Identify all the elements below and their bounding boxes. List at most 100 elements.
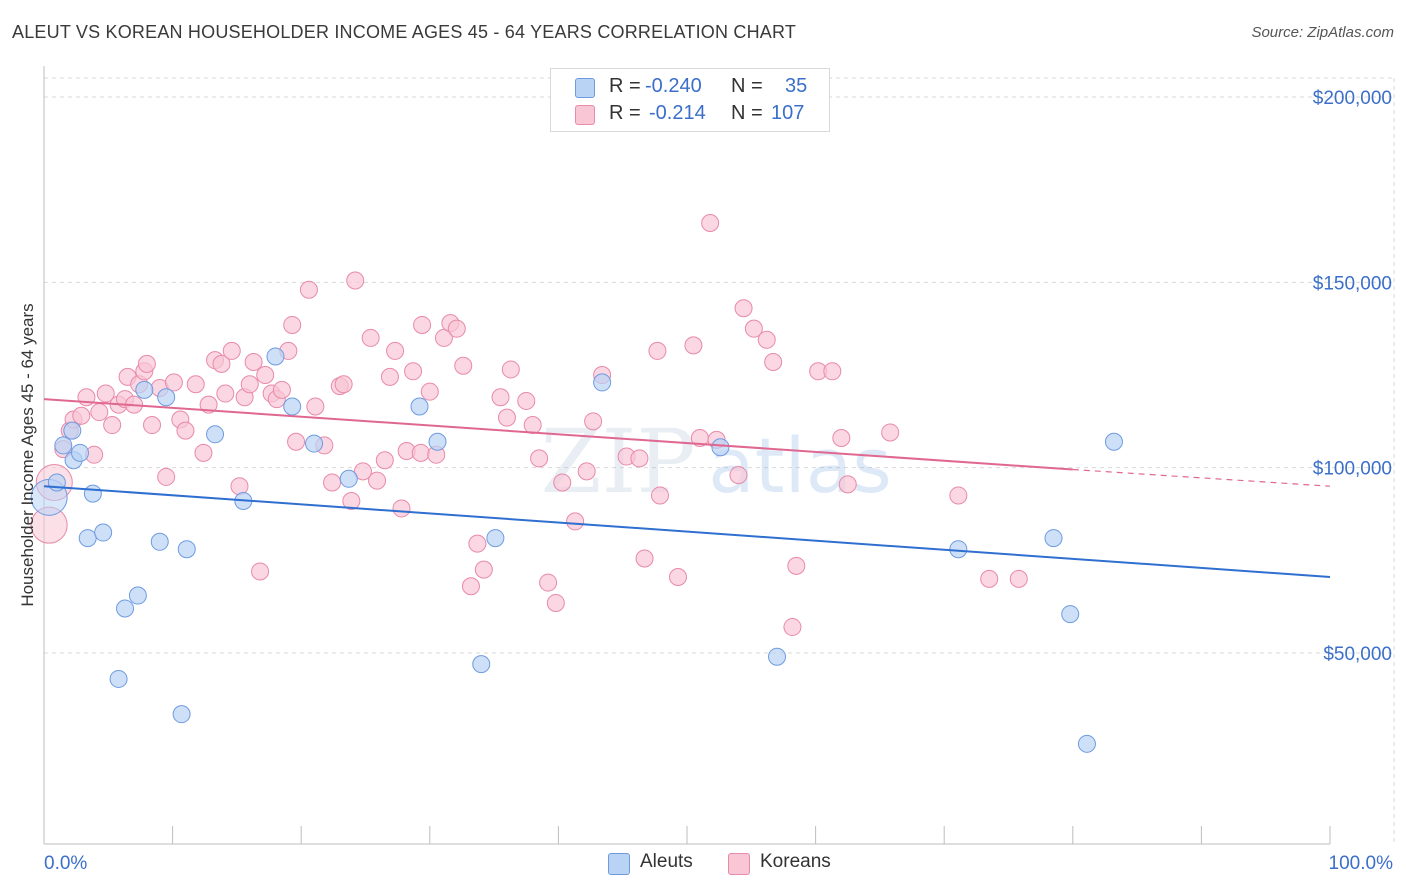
korean-point[interactable] [186,375,205,394]
aleut-point[interactable] [339,469,358,488]
korean-point[interactable] [635,549,654,568]
aleut-point[interactable] [71,443,90,462]
korean-point[interactable] [823,362,842,381]
korean-point[interactable] [553,473,572,492]
korean-point[interactable] [375,451,394,470]
korean-point[interactable] [881,423,900,442]
aleut-point[interactable] [410,397,429,416]
korean-point[interactable] [838,475,857,494]
korean-point[interactable] [454,356,473,375]
korean-point[interactable] [668,568,687,587]
korean-point[interactable] [283,315,302,334]
aleut-point[interactable] [78,529,97,548]
korean-point[interactable] [757,330,776,349]
korean-point[interactable] [392,499,411,518]
korean-point[interactable] [530,449,549,468]
korean-point[interactable] [368,471,387,490]
korean-point[interactable] [1009,569,1028,588]
korean-point[interactable] [342,492,361,511]
korean-point[interactable] [539,573,558,592]
korean-point[interactable] [630,449,649,468]
korean-point[interactable] [176,421,195,440]
aleut-point[interactable] [206,425,225,444]
korean-point[interactable] [361,328,380,347]
korean-point[interactable] [744,319,763,338]
korean-point[interactable] [787,556,806,575]
korean-point[interactable] [137,354,156,373]
aleut-point[interactable] [177,540,196,559]
korean-point[interactable] [546,593,565,612]
korean-point[interactable] [256,366,275,384]
korean-point[interactable] [577,462,596,481]
korean-point[interactable] [222,341,241,360]
korean-point[interactable] [164,373,183,392]
korean-point[interactable] [90,403,109,422]
korean-point[interactable] [103,416,122,435]
aleut-point[interactable] [1044,529,1063,548]
korean-point[interactable] [734,299,753,318]
korean-point[interactable] [72,406,91,425]
aleut-point[interactable] [768,647,787,666]
korean-point[interactable] [434,328,453,347]
korean-point[interactable] [353,462,372,481]
korean-point[interactable] [650,486,669,505]
korean-point[interactable] [323,473,342,492]
aleut-point[interactable] [1077,734,1096,753]
aleut-point[interactable] [305,434,324,453]
korean-point[interactable] [764,353,783,372]
korean-point[interactable] [287,432,306,451]
korean-point[interactable] [404,362,423,381]
korean-point[interactable] [306,397,325,416]
korean-point[interactable] [230,477,249,496]
aleut-point[interactable] [63,421,82,440]
aleut-point[interactable] [472,655,491,674]
korean-point[interactable] [251,562,270,581]
aleut-point[interactable] [711,438,730,457]
aleut-point[interactable] [486,529,505,548]
korean-point[interactable] [386,341,405,360]
korean-point[interactable] [497,408,516,427]
korean-point[interactable] [474,560,493,579]
korean-point[interactable] [447,319,466,338]
aleut-point[interactable] [128,586,147,605]
korean-point[interactable] [240,375,259,394]
aleut-point[interactable] [949,540,968,559]
korean-point[interactable] [299,280,318,299]
korean-point[interactable] [523,416,542,435]
aleut-point[interactable] [135,380,154,399]
korean-point[interactable] [783,618,802,637]
korean-point[interactable] [413,315,432,334]
korean-point[interactable] [501,360,520,379]
korean-point[interactable] [244,353,263,372]
aleut-point[interactable] [116,599,135,618]
aleut-point[interactable] [54,436,73,455]
aleut-point[interactable] [94,523,113,542]
korean-point[interactable] [346,271,365,290]
korean-point[interactable] [212,354,231,373]
aleut-point[interactable] [150,532,169,551]
aleut-point[interactable] [428,432,447,451]
aleut-point[interactable] [283,397,302,416]
korean-point[interactable] [729,466,748,485]
korean-point[interactable] [143,416,162,435]
aleut-point[interactable] [593,373,612,392]
aleut-point[interactable] [83,484,102,503]
korean-point[interactable] [411,443,430,462]
korean-point[interactable] [157,467,176,486]
korean-point[interactable] [684,336,703,355]
korean-point[interactable] [832,429,851,448]
aleut-point[interactable] [1061,605,1080,624]
korean-point[interactable] [584,412,603,431]
korean-point[interactable] [648,341,667,360]
korean-point[interactable] [96,384,115,403]
korean-point[interactable] [380,367,399,386]
aleut-point[interactable] [172,705,191,724]
aleut-point[interactable] [1104,432,1123,451]
korean-point[interactable] [517,391,536,410]
aleut-point[interactable] [157,388,176,407]
korean-point[interactable] [199,395,218,414]
aleut-point[interactable] [266,347,285,366]
korean-point[interactable] [194,443,213,462]
korean-point[interactable] [272,380,291,399]
korean-point[interactable] [461,577,480,596]
